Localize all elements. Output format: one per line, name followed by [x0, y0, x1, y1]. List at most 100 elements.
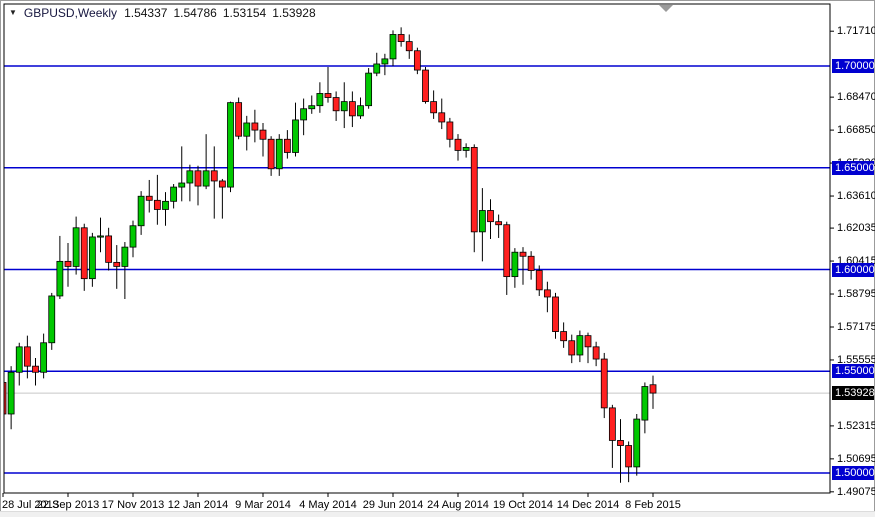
candle-body-2014-08-31 — [462, 146, 470, 151]
candle-body-2013-09-22 — [64, 260, 72, 267]
candle-body-2014-06-01 — [357, 105, 364, 117]
candle-body-2014-11-09 — [543, 289, 551, 298]
candle-body-2014-08-10 — [438, 112, 446, 123]
candle-body-2014-02-16 — [235, 102, 243, 137]
candle-body-2014-07-06 — [397, 34, 405, 42]
date-axis-label: 12 Jan 2014 — [167, 499, 229, 511]
candle-body-2014-10-26 — [527, 255, 535, 271]
candle-body-2014-01-26 — [210, 170, 218, 182]
ohlc-readout: 1.54337 1.54786 1.53154 1.53928 — [124, 6, 316, 20]
candle-body-2014-07-27 — [422, 69, 429, 103]
chart-shift-marker-icon[interactable] — [659, 5, 673, 12]
candle-body-2015-01-04 — [608, 407, 616, 441]
candle-body-2013-08-18 — [23, 346, 31, 367]
candle-body-2014-09-21 — [487, 210, 494, 223]
price-axis-label: 1.55555 — [837, 353, 875, 366]
candle-body-2014-01-05 — [186, 170, 194, 184]
candle-body-2014-08-17 — [446, 121, 454, 140]
candle-body-2013-10-27 — [105, 235, 113, 263]
candle-body-2014-12-14 — [584, 335, 592, 348]
candle-body-2013-11-03 — [113, 261, 121, 267]
date-axis-label: 28 Jul 2013 — [2, 499, 59, 511]
candle-body-2014-01-12 — [194, 170, 202, 187]
current-price-badge: 1.53928 — [832, 386, 875, 401]
price-axis-label: 1.66850 — [837, 124, 875, 137]
candle-body-2014-07-13 — [405, 41, 413, 52]
date-axis-label: 9 Mar 2014 — [235, 499, 291, 511]
candle-body-2013-12-01 — [145, 195, 153, 201]
candle-body-2014-08-03 — [430, 101, 438, 114]
candle-body-2014-07-20 — [413, 50, 421, 71]
candle-body-2014-12-07 — [576, 335, 584, 356]
candle-body-2014-12-28 — [600, 358, 608, 409]
date-axis-label: 14 Dec 2014 — [556, 499, 620, 511]
candle-body-2015-02-01 — [641, 386, 649, 421]
price-axis-label: 1.68470 — [837, 91, 875, 104]
candle-body-2014-02-23 — [243, 122, 251, 137]
close-value: 1.53928 — [272, 6, 316, 20]
candle-body-2015-01-25 — [633, 418, 641, 468]
candle-body-2014-03-02 — [251, 122, 259, 131]
candle-body-2013-09-15 — [56, 260, 64, 297]
candles-group[interactable] — [0, 27, 657, 483]
candle-body-2015-02-08 — [649, 384, 657, 394]
candle-body-2014-01-19 — [202, 170, 210, 187]
symbol-timeframe-label: GBPUSD,Weekly — [23, 6, 118, 20]
price-axis-label: 1.50695 — [837, 452, 875, 465]
candle-body-2014-04-13 — [300, 108, 308, 121]
candle-body-2014-09-28 — [495, 221, 503, 226]
high-value: 1.54786 — [173, 6, 217, 20]
symbol-menu-caret-icon[interactable]: ▼ — [9, 7, 17, 17]
date-axis-label: 8 Feb 2015 — [625, 499, 681, 511]
candle-body-2013-12-22 — [170, 186, 178, 202]
candle-body-2014-02-09 — [227, 102, 234, 188]
candle-body-2014-05-25 — [348, 101, 356, 117]
candle-body-2014-10-19 — [519, 251, 527, 257]
candle-body-2013-12-08 — [153, 199, 161, 210]
date-axis-label: 29 Jun 2014 — [362, 499, 424, 511]
candle-body-2013-10-06 — [80, 227, 88, 280]
price-axis-label: 1.62035 — [837, 222, 875, 235]
candle-body-2014-05-18 — [340, 101, 348, 112]
level-price-badge: 1.55000 — [832, 364, 875, 379]
price-axis-label: 1.58795 — [837, 288, 875, 301]
level-price-badge: 1.50000 — [832, 466, 875, 480]
date-axis-label: 4 May 2014 — [299, 499, 357, 511]
candle-body-2014-09-14 — [478, 210, 486, 233]
candle-body-2014-05-11 — [332, 97, 340, 112]
candle-body-2014-06-15 — [373, 63, 381, 74]
low-value: 1.53154 — [222, 6, 267, 20]
candle-body-2013-08-11 — [15, 346, 23, 373]
candle-body-2014-06-22 — [381, 58, 389, 65]
date-axis-label: 22 Sep 2013 — [36, 499, 100, 511]
candle-body-2015-01-18 — [625, 445, 633, 468]
candle-body-2014-08-24 — [454, 138, 462, 151]
candle-body-2013-09-01 — [40, 342, 48, 373]
price-axis-label: 1.49075 — [837, 485, 875, 498]
candle-body-2015-01-11 — [617, 440, 624, 446]
candle-body-2013-07-28 — [4, 382, 7, 415]
date-axis-label: 17 Nov 2013 — [101, 499, 165, 511]
candle-body-2013-10-13 — [88, 236, 96, 280]
plot-frame — [3, 3, 831, 494]
price-axis-label: 1.71710 — [837, 25, 875, 38]
open-value: 1.54337 — [124, 6, 168, 20]
candle-body-2014-09-07 — [470, 146, 478, 233]
candle-body-2013-12-15 — [162, 200, 169, 210]
candle-body-2014-11-02 — [535, 270, 543, 291]
candle-body-2014-03-09 — [259, 129, 267, 140]
date-axis-label: 19 Oct 2014 — [493, 499, 553, 511]
candle-body-2014-10-12 — [511, 251, 519, 278]
candle-body-2014-03-30 — [283, 138, 291, 153]
window-bottom-edge — [0, 511, 875, 517]
candle-body-2014-06-08 — [365, 72, 373, 107]
level-price-badge: 1.65000 — [832, 160, 875, 175]
candle-body-2014-04-27 — [316, 93, 324, 107]
level-price-badge: 1.60000 — [832, 262, 875, 277]
candle-body-2013-10-20 — [97, 235, 104, 238]
price-axis-label: 1.63610 — [837, 190, 875, 203]
candle-body-2014-04-06 — [292, 119, 299, 153]
candle-body-2014-03-23 — [275, 138, 283, 170]
